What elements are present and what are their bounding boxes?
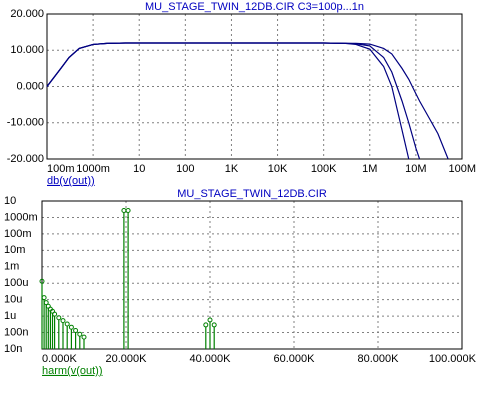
- harmonic-marker: [81, 334, 87, 340]
- y-tick-label: 0.000: [16, 80, 44, 92]
- harmonic-marker: [41, 295, 47, 301]
- harmonic-marker: [52, 311, 58, 317]
- y-tick-label: 1000m: [4, 211, 38, 223]
- y-tick-label: 10n: [4, 343, 22, 355]
- y-tick-label: -20.000: [7, 153, 44, 165]
- x-tick-label: 100K: [311, 163, 337, 175]
- y-tick-label: 100u: [4, 277, 28, 289]
- x-tick-label: 100.000K: [429, 353, 477, 365]
- x-tick-label: 10M: [405, 163, 426, 175]
- harmonic-marker: [77, 331, 83, 337]
- harmonic-marker: [64, 321, 70, 327]
- x-tick-label: 40.000K: [190, 353, 232, 365]
- y-tick-label: 100m: [4, 228, 32, 240]
- y-tick-label: -10.000: [7, 117, 44, 129]
- harmonic-marker: [125, 207, 131, 213]
- harmonic-marker: [60, 318, 66, 324]
- x-tick-label: 1K: [225, 163, 239, 175]
- x-tick-label: 1000m: [76, 163, 110, 175]
- harmonic-marker: [43, 300, 49, 306]
- harmonic-marker: [68, 324, 74, 330]
- y-tick-label: 100n: [4, 326, 28, 338]
- axis-label: db(v(out)): [47, 175, 95, 187]
- chart-title: MU_STAGE_TWIN_12DB.CIR C3=100p...1n: [145, 1, 364, 13]
- x-tick-label: 10K: [268, 163, 288, 175]
- y-tick-label: 20.000: [10, 8, 44, 20]
- y-tick-label: 10: [4, 195, 16, 207]
- x-tick-label: 100: [176, 163, 194, 175]
- x-tick-label: 10: [133, 163, 145, 175]
- axis-label: harm(v(out)): [42, 365, 103, 377]
- x-tick-label: 100m: [47, 163, 75, 175]
- x-tick-label: 100M: [448, 163, 476, 175]
- response-curve: [46, 42, 449, 160]
- chart-title: MU_STAGE_TWIN_12DB.CIR: [177, 188, 327, 200]
- harmonic-marker: [211, 322, 217, 328]
- plot-frame: [41, 200, 463, 350]
- y-tick-label: 1m: [4, 261, 19, 273]
- y-tick-label: 10m: [4, 244, 25, 256]
- harmonic-marker: [207, 317, 213, 323]
- harmonic-marker: [73, 328, 79, 334]
- harmonic-marker: [56, 315, 62, 321]
- y-tick-label: 10u: [4, 294, 22, 306]
- y-tick-label: 10.000: [10, 44, 44, 56]
- harmonic-marker: [203, 322, 209, 328]
- x-tick-label: 1M: [362, 163, 377, 175]
- x-tick-label: 60.000K: [274, 353, 316, 365]
- x-tick-label: 20.000K: [106, 353, 148, 365]
- x-tick-label: 0.000K: [42, 353, 78, 365]
- y-tick-label: 1u: [4, 310, 16, 322]
- x-tick-label: 80.000K: [358, 353, 400, 365]
- harmonic-marker: [39, 278, 45, 284]
